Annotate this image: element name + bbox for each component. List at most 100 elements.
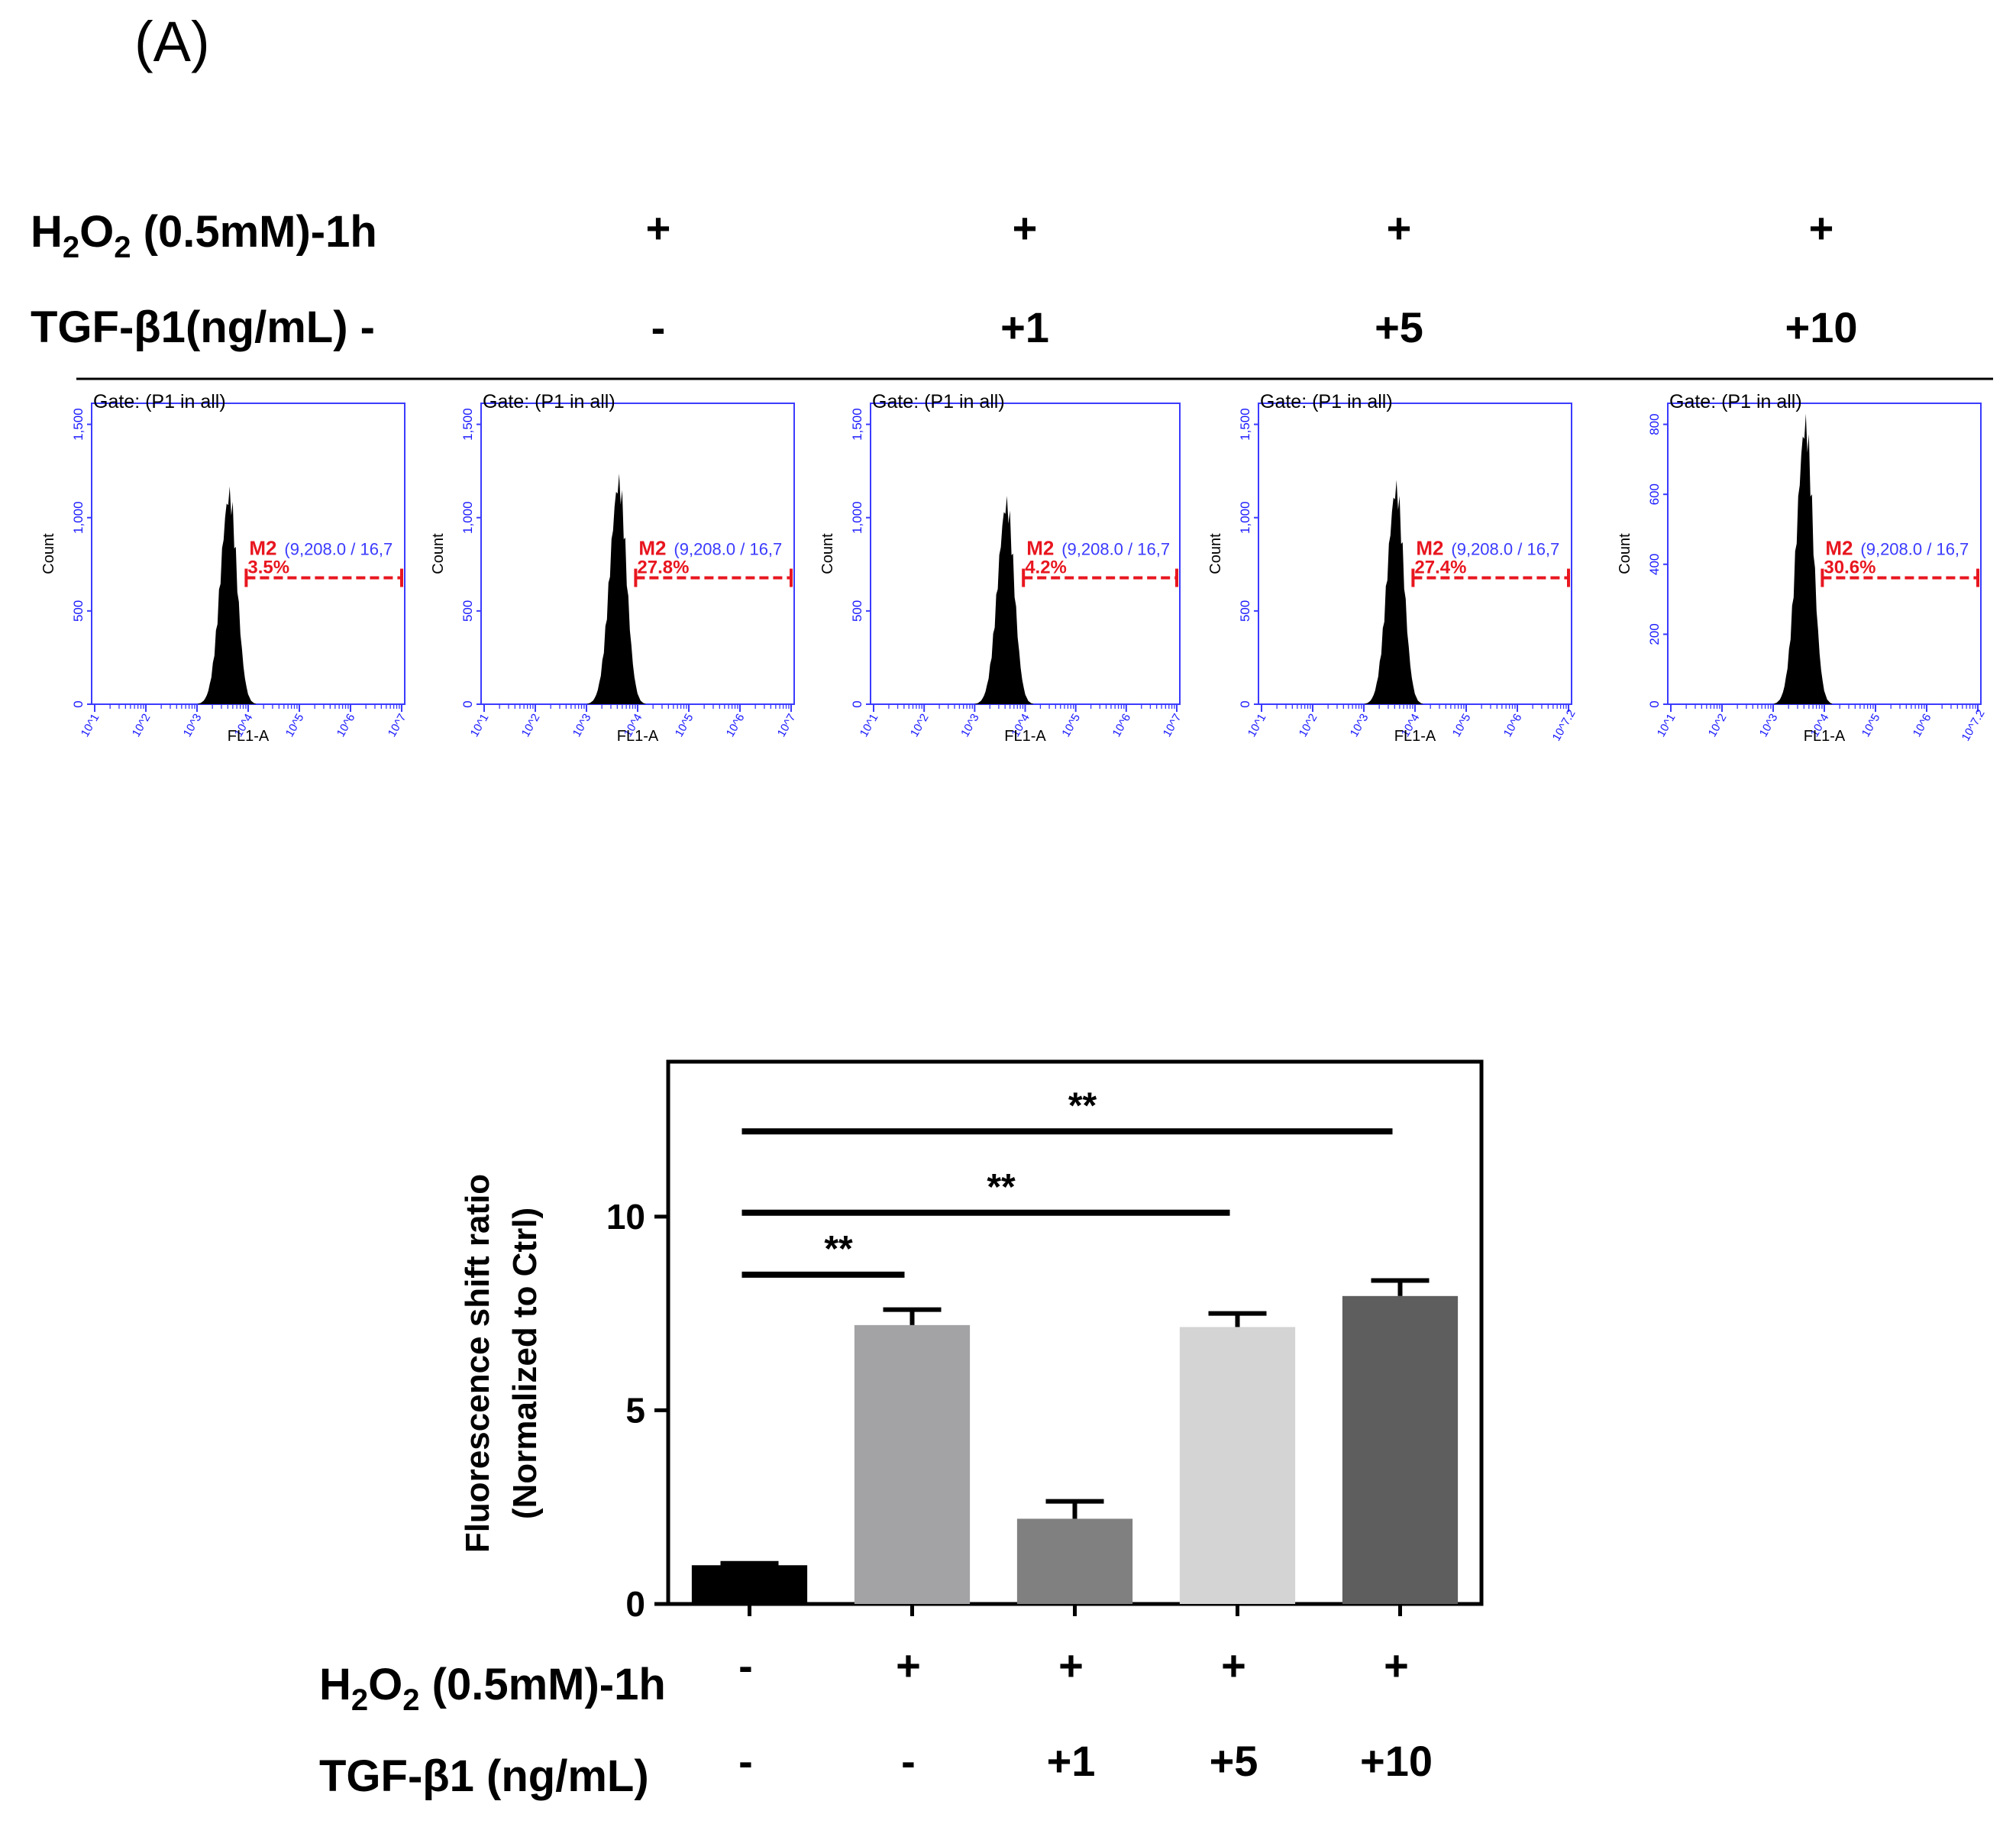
bottom-h2o2-sign: + [1221, 1641, 1246, 1690]
histogram-y-tick-label: 800 [1647, 413, 1662, 435]
m2-marker-label: M2 [1026, 537, 1054, 560]
top-h2o2-sign: + [1387, 204, 1412, 252]
bar-y-tick-label: 10 [606, 1197, 645, 1237]
m2-percent-label: 4.2% [1025, 558, 1067, 578]
histogram-y-tick-label: 0 [460, 700, 475, 707]
histogram-x-tick-label: 10^6 [1911, 712, 1934, 739]
histogram-x-tick-label: 10^6 [724, 712, 748, 739]
m2-range-label: (9,208.0 / 16,7 [284, 540, 393, 559]
bottom-tgf-label: TGF-β1 (ng/mL) [319, 1751, 649, 1801]
histogram-row: Gate: (P1 in all) 0 500 1,000 1,500 Count 10^1… [40, 391, 1988, 745]
histogram-x-tick-label: 10^6 [1501, 712, 1525, 739]
histogram-x-tick-label: 10^3 [1348, 712, 1371, 739]
top-tgf-sign: - [651, 303, 666, 351]
top-tgf-sign: +5 [1375, 303, 1423, 351]
histogram-x-tick-label: 10^2 [1297, 712, 1320, 739]
histogram-x-tick-label: 10^1 [1245, 712, 1269, 739]
histogram-y-label: Count [1207, 533, 1224, 574]
histogram-y-label: Count [819, 533, 836, 574]
bar-y-tick-label: 0 [625, 1584, 645, 1624]
histogram-y-tick-label: 600 [1647, 483, 1662, 505]
m2-range-label: (9,208.0 / 16,7 [674, 540, 782, 559]
histogram-y-tick-label: 500 [850, 600, 864, 622]
histogram-y-tick-label: 1,500 [460, 408, 475, 441]
histogram-x-tick-label: 10^1 [468, 712, 492, 739]
gate-label: Gate: (P1 in all) [1669, 391, 1802, 412]
histogram-x-tick-label: 10^7.2 [1550, 707, 1578, 743]
bar-chart: 0 5 10 Fluorescence shift ratio (Normalized … [459, 1059, 1484, 1624]
bottom-tgf-sign: +10 [1360, 1737, 1433, 1785]
bar [1016, 1518, 1133, 1604]
histogram-x-tick-label: 10^5 [673, 712, 696, 739]
histogram-x-tick-label: 10^5 [283, 712, 307, 739]
histogram-x-tick-label: 10^2 [519, 712, 543, 739]
histogram-x-tick-label: 10^5 [1059, 712, 1083, 739]
histogram-y-tick-label: 1,000 [850, 501, 864, 534]
histogram-x-label: FL1-A [617, 728, 659, 745]
histogram-x-tick-label: 10^3 [570, 712, 594, 739]
histogram-x-tick-label: 10^5 [1450, 712, 1474, 739]
histogram-x-tick-label: 10^6 [1110, 712, 1134, 739]
histogram-x-label: FL1-A [1394, 728, 1436, 745]
m2-marker-label: M2 [638, 537, 666, 560]
top-tgf-sign: +1 [1000, 303, 1049, 351]
bottom-condition-signs: - + + + + - - +1 +5 +10 [738, 1641, 1433, 1785]
top-h2o2-sign: + [1013, 204, 1038, 252]
bar-y-tick-label: 5 [625, 1390, 645, 1430]
histogram-y-tick-label: 0 [1238, 700, 1252, 707]
bottom-tgf-sign: - [738, 1737, 753, 1785]
bottom-h2o2-sign: + [1058, 1641, 1084, 1690]
histogram-y-tick-label: 1,000 [1238, 501, 1252, 534]
histogram-y-tick-label: 200 [1647, 623, 1662, 645]
histogram-y-tick-label: 0 [850, 700, 864, 707]
bottom-tgf-sign: - [901, 1737, 916, 1785]
gate-label: Gate: (P1 in all) [93, 391, 226, 412]
m2-marker-label: M2 [1825, 537, 1853, 560]
top-h2o2-sign: + [1809, 204, 1834, 252]
histogram-y-tick-label: 400 [1647, 554, 1662, 575]
m2-percent-label: 27.4% [1414, 558, 1466, 578]
histogram-x-tick-label: 10^3 [181, 712, 205, 739]
top-tgf-sign: +10 [1785, 303, 1858, 351]
histogram-peak [197, 486, 257, 704]
histogram-x-tick-label: 10^2 [1706, 712, 1730, 739]
bar [691, 1565, 808, 1604]
top-h2o2-sign: + [646, 204, 671, 252]
histogram-y-tick-label: 0 [71, 700, 86, 707]
bar [1179, 1327, 1296, 1604]
gate-label: Gate: (P1 in all) [872, 391, 1005, 412]
significance-stars: ** [987, 1167, 1016, 1208]
histogram-x-tick-label: 10^3 [1757, 712, 1781, 739]
histogram-x-tick-label: 10^2 [908, 712, 932, 739]
histogram-y-tick-label: 1,500 [850, 408, 864, 441]
histogram-x-label: FL1-A [228, 728, 270, 745]
bar-y-label-line1: Fluorescence shift ratio [459, 1174, 496, 1553]
m2-marker-label: M2 [249, 537, 276, 560]
histogram-y-tick-label: 1,000 [71, 501, 86, 534]
bottom-tgf-sign: +1 [1047, 1737, 1096, 1785]
histogram-y-label: Count [1617, 533, 1633, 574]
bar [854, 1324, 971, 1604]
m2-percent-label: 30.6% [1824, 558, 1875, 578]
histogram-y-tick-label: 1,500 [71, 408, 86, 441]
panel-label: (A) [134, 10, 210, 73]
bottom-tgf-sign: +5 [1210, 1737, 1258, 1785]
histogram-y-label: Count [40, 533, 57, 574]
histogram-y-tick-label: 1,500 [1238, 408, 1252, 441]
bottom-h2o2-sign: + [1384, 1641, 1409, 1690]
histogram-y-label: Count [430, 533, 447, 574]
top-condition-signs: + + + + - +1 +5 +10 [646, 204, 1858, 351]
histogram-x-tick-label: 10^5 [1859, 712, 1883, 739]
histogram-peak [586, 474, 646, 704]
histogram-x-label: FL1-A [1804, 728, 1846, 745]
histogram-peak [1364, 480, 1423, 704]
histogram-x-tick-label: 10^1 [79, 712, 102, 739]
bottom-h2o2-sign: + [896, 1641, 921, 1690]
histogram-y-tick-label: 500 [1238, 600, 1252, 622]
histogram-panel: Gate: (P1 in all) 0 500 1,000 1,500 Count 10^1… [1207, 391, 1578, 745]
histogram-x-tick-label: 10^6 [334, 712, 358, 739]
m2-range-label: (9,208.0 / 16,7 [1061, 540, 1170, 559]
m2-percent-label: 3.5% [247, 558, 289, 578]
histogram-x-tick-label: 10^7 [386, 712, 409, 739]
